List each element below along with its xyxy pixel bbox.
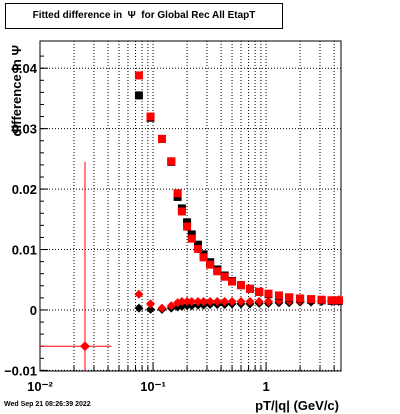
data-point-square xyxy=(146,112,155,121)
data-point-diamond xyxy=(166,301,176,311)
data-point-square xyxy=(327,296,336,305)
data-point-diamond xyxy=(227,296,237,307)
data-point-square xyxy=(134,91,143,100)
data-point-diamond xyxy=(220,296,230,307)
data-point-diamond xyxy=(187,296,197,307)
data-point-square xyxy=(173,189,182,198)
data-point-square xyxy=(194,244,203,253)
data-point-square xyxy=(220,272,229,281)
chart-title: Fitted difference in Ψ for Global Rec Al… xyxy=(32,10,256,21)
data-point-square xyxy=(187,234,196,243)
data-point-square xyxy=(274,291,283,300)
axis-tick-labels: −0.01 0 0.01 0.02 0.03 0.04 10⁻² 10⁻¹ 1 xyxy=(4,61,270,394)
data-point-diamond xyxy=(177,296,187,307)
timestamp: Wed Sep 21 08:26:39 2022 xyxy=(4,401,91,408)
grid-lines xyxy=(39,41,341,371)
axis-ticks xyxy=(39,55,335,371)
y-tick-label: 0.03 xyxy=(12,122,37,137)
data-point-square xyxy=(307,295,316,304)
data-point-square xyxy=(334,296,343,305)
y-tick-label: 0.01 xyxy=(12,243,37,258)
y-axis-label: difference in Ψ xyxy=(9,45,24,136)
data-point-diamond xyxy=(182,296,192,307)
data-point-square xyxy=(167,157,176,166)
chart-title-box: Fitted difference in Ψ for Global Rec Al… xyxy=(5,3,283,29)
data-point-diamond xyxy=(134,289,144,299)
x-axis-label: pT/|q| (GeV/c) xyxy=(255,398,339,413)
data-point-diamond xyxy=(145,299,156,309)
y-tick-label: −0.01 xyxy=(4,363,37,378)
data-point-square xyxy=(237,281,246,290)
outlier-marker xyxy=(80,341,90,352)
data-point-square xyxy=(245,284,254,293)
y-tick-label: 0.04 xyxy=(12,61,38,76)
data-point-diamond xyxy=(145,304,156,314)
data-point-diamond xyxy=(205,296,215,307)
data-point-square xyxy=(317,295,326,304)
data-point-square xyxy=(213,267,222,276)
data-point-diamond xyxy=(245,296,255,307)
data-point-diamond xyxy=(157,303,167,313)
data-point-diamond xyxy=(212,296,222,307)
data-point-diamond xyxy=(199,296,209,307)
data-point-square xyxy=(199,253,208,262)
data-point-square xyxy=(296,294,305,303)
data-point-square xyxy=(134,71,143,80)
x-tick-label: 10⁻² xyxy=(27,379,53,394)
data-point-square xyxy=(194,240,203,249)
data-point-square xyxy=(206,260,215,269)
data-point-diamond xyxy=(193,296,203,307)
x-tick-label: 10⁻¹ xyxy=(140,379,166,394)
data-point-square xyxy=(177,207,186,216)
y-tick-label: 0.02 xyxy=(12,182,37,197)
data-point-square xyxy=(187,230,196,239)
data-markers xyxy=(40,71,344,371)
y-tick-label: 0 xyxy=(30,303,37,318)
data-point-square xyxy=(157,134,166,143)
data-point-square xyxy=(183,222,192,231)
data-point-diamond xyxy=(236,296,246,307)
data-point-square xyxy=(285,293,294,302)
data-point-square xyxy=(264,289,273,298)
data-point-square xyxy=(183,218,192,227)
data-point-square xyxy=(228,277,237,286)
data-point-square xyxy=(255,287,264,296)
x-tick-label: 1 xyxy=(262,379,269,394)
